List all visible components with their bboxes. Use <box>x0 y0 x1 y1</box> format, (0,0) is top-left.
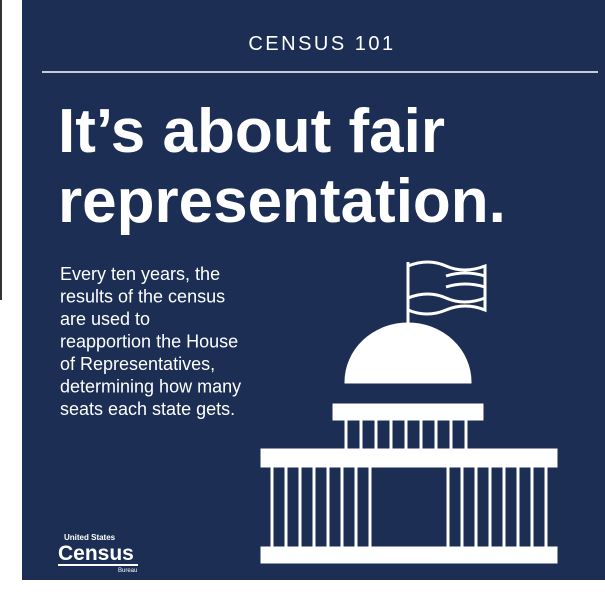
body-line: determining how many <box>60 377 241 397</box>
logo-bottom: Bureau <box>118 568 137 574</box>
headline-line: It’s about fair <box>58 97 445 166</box>
body-text: Every ten years, the results of the censu… <box>60 264 241 419</box>
body-line: Every ten years, the <box>60 264 220 284</box>
logo-rule <box>58 564 138 566</box>
body-line: are used to <box>60 309 150 329</box>
headline-line: representation. <box>58 167 506 236</box>
roof <box>262 450 556 466</box>
header-title: CENSUS 101 <box>248 33 395 55</box>
body-line: seats each state gets. <box>60 399 235 419</box>
crop-edge <box>0 0 2 300</box>
body-line: reapportion the House <box>60 332 238 352</box>
base <box>262 548 556 562</box>
drum-band <box>334 405 482 419</box>
logo-top: United States <box>64 533 116 542</box>
page: CENSUS 101 It’s about fair representatio… <box>0 0 605 594</box>
body-line: results of the census <box>60 287 225 307</box>
logo-name: Census <box>58 542 134 565</box>
body-line: of Representatives, <box>60 354 215 374</box>
